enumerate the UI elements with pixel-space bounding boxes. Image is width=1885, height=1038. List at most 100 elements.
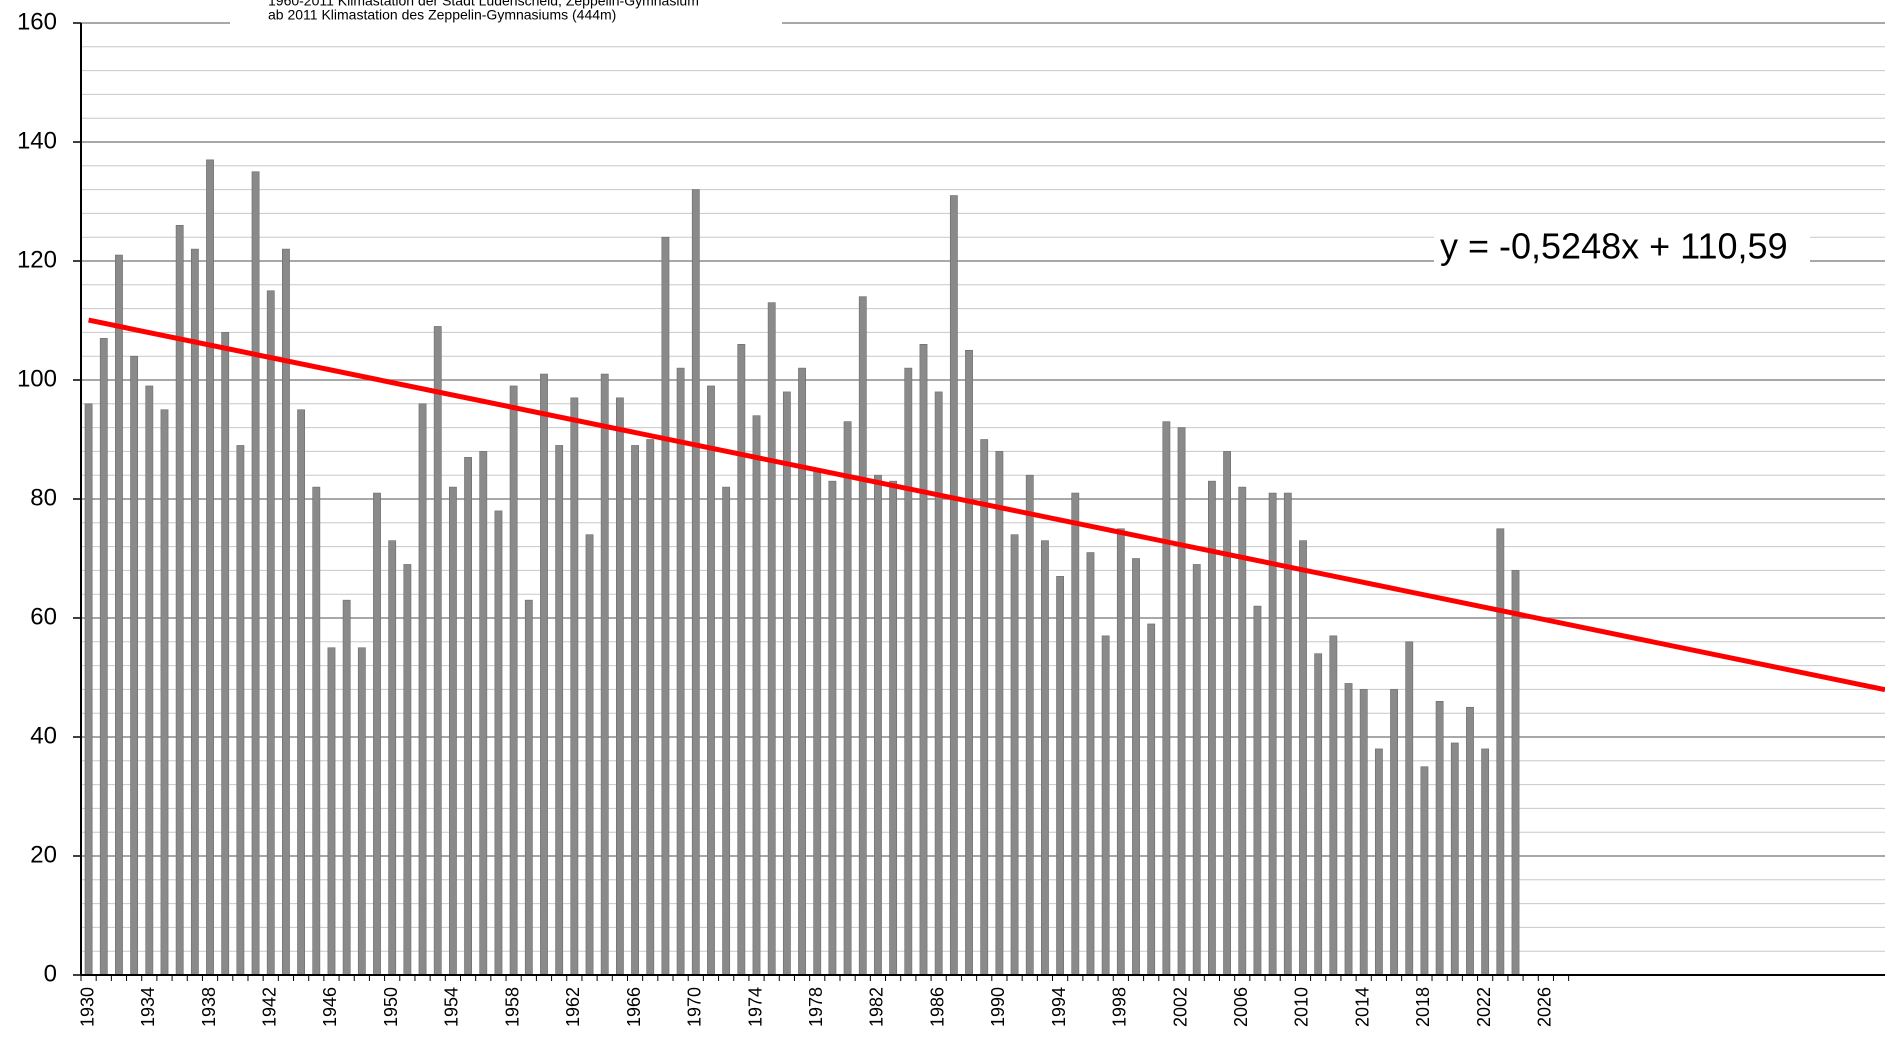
bar (433, 326, 442, 976)
x-tick-label: 1982 (867, 987, 887, 1027)
bar (297, 409, 306, 976)
x-tick-label: 2018 (1413, 987, 1433, 1027)
bar (1147, 623, 1156, 976)
bar (691, 189, 700, 976)
bar (555, 445, 564, 976)
x-tick-label: 1970 (685, 987, 705, 1027)
bar (1071, 492, 1080, 976)
bar (874, 474, 882, 976)
x-tick-label: 1990 (988, 987, 1008, 1027)
bar (1511, 570, 1520, 976)
x-tick-label: 1962 (563, 987, 583, 1027)
x-tick-label: 1938 (199, 987, 219, 1027)
bar (767, 302, 776, 976)
bar (403, 564, 412, 976)
x-tick-label: 2006 (1231, 987, 1251, 1027)
bar (752, 415, 761, 976)
bar (1390, 689, 1398, 976)
y-tick-label: 80 (30, 484, 57, 511)
bar (904, 367, 913, 976)
trend-label: y = -0,5248x + 110,59 (1440, 226, 1788, 267)
bar (934, 391, 943, 976)
y-tick-label: 40 (30, 722, 57, 749)
y-tick-label: 100 (17, 365, 57, 392)
bar (646, 439, 655, 976)
y-tick-label: 0 (44, 960, 57, 987)
bar (540, 373, 548, 976)
bar (388, 540, 397, 976)
bars (84, 159, 1520, 976)
y-tick-label: 60 (30, 603, 57, 630)
subtitle: 1960-2011 Klimastation der Stadt Lüdensc… (268, 0, 699, 9)
bar (494, 510, 503, 976)
bar (676, 367, 685, 976)
bar (1435, 700, 1444, 976)
bar (980, 439, 989, 976)
bar (1208, 480, 1216, 976)
bar (236, 445, 245, 976)
x-tick-label: 1986 (927, 987, 947, 1027)
bar (464, 457, 472, 976)
bar (707, 385, 715, 976)
x-tick-label: 1978 (806, 987, 826, 1027)
x-tick-label: 1994 (1049, 987, 1069, 1027)
bar (449, 486, 457, 976)
x-tick-label: 1966 (624, 987, 644, 1027)
x-tick-label: 1998 (1110, 987, 1130, 1027)
bar (206, 159, 214, 976)
bar (585, 534, 594, 976)
bar (1101, 635, 1110, 976)
bar (221, 332, 230, 976)
bar (1420, 766, 1429, 976)
bar (570, 397, 579, 976)
y-tick-label: 140 (17, 127, 57, 154)
bar (1374, 748, 1383, 976)
bar (1162, 421, 1171, 976)
bar (479, 451, 488, 976)
bar (1405, 641, 1414, 976)
bar (1056, 576, 1065, 976)
bar (631, 445, 639, 976)
x-tick-label: 1942 (260, 987, 280, 1027)
bar (99, 338, 108, 976)
bar (828, 480, 837, 976)
bar (995, 451, 1004, 976)
bar (1010, 534, 1019, 976)
legend-box (230, 0, 782, 32)
bar (889, 480, 898, 976)
bar (1177, 427, 1186, 976)
bar (782, 391, 791, 976)
foreground: 0 20 40 60 80 100 120 140 160 1930 1934 1938 1942 194… (17, 8, 1885, 1027)
bar (858, 296, 867, 976)
x-tick-label: 1930 (77, 987, 97, 1027)
bar (949, 195, 958, 976)
x-tick-label: 1954 (442, 987, 462, 1027)
x-tick-label: 1974 (745, 987, 765, 1027)
x-tick-label: 1950 (381, 987, 401, 1027)
x-tick-label: 2022 (1474, 987, 1494, 1027)
bar (357, 647, 366, 976)
bar (1253, 605, 1262, 976)
bar (1359, 689, 1368, 976)
bar (84, 403, 93, 976)
bar (1481, 748, 1490, 976)
trendline (88, 317, 1885, 693)
bar (115, 254, 123, 976)
bar (1344, 683, 1353, 976)
bar (130, 355, 139, 976)
bar (1116, 528, 1125, 976)
bar (1299, 540, 1307, 976)
x-tick-label: 2010 (1292, 987, 1312, 1027)
bar (1086, 552, 1095, 976)
bar (266, 290, 275, 976)
bar (1192, 564, 1201, 976)
bar (524, 599, 533, 976)
bar (1041, 540, 1049, 976)
bar (1223, 451, 1231, 976)
bar (190, 248, 199, 976)
y-tick-label: 20 (30, 841, 57, 868)
trend-label-bg (1434, 227, 1810, 271)
bar (919, 343, 928, 976)
subtitle: ab 2011 Klimastation des Zeppelin-Gymnas… (268, 7, 616, 23)
